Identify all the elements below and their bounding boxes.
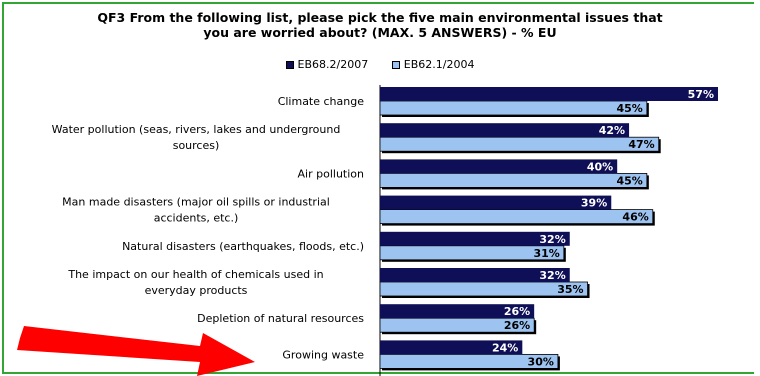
category-label: Water pollution (seas, rivers, lakes and…	[52, 123, 341, 136]
category-label: everyday products	[145, 284, 248, 297]
chart-title-line-2: you are worried about? (MAX. 5 ANSWERS) …	[203, 25, 557, 40]
data-label-2007: 26%	[504, 305, 530, 318]
bar-EB62.1/2004	[379, 209, 654, 225]
data-label-2007: 40%	[587, 160, 613, 173]
legend-label-2007: EB68.2/2007	[297, 58, 369, 71]
data-label-2007: 24%	[492, 341, 518, 354]
data-label-2004: 31%	[533, 247, 559, 260]
category-label: Man made disasters (major oil spills or …	[62, 196, 330, 209]
data-label-2007: 32%	[539, 269, 565, 282]
legend-swatch-2007	[285, 60, 294, 69]
data-label-2004: 35%	[557, 283, 583, 296]
bar-EB68.2/2007	[380, 87, 718, 101]
legend-swatch-2004	[391, 60, 400, 69]
chart-title: QF3 From the following list, please pick…	[0, 10, 760, 40]
bar-EB68.2/2007	[380, 159, 618, 174]
chart-legend: EB68.2/2007 EB62.1/2004	[0, 58, 760, 72]
data-label-2004: 45%	[616, 102, 642, 115]
data-label-2004: 30%	[528, 355, 554, 368]
category-label: Climate change	[278, 95, 365, 108]
category-label: The impact on our health of chemicals us…	[67, 268, 323, 281]
category-label: Air pollution	[298, 167, 364, 180]
category-label: Growing waste	[282, 348, 364, 361]
chart-title-line-1: QF3 From the following list, please pick…	[97, 10, 663, 25]
bar-EB68.2/2007	[380, 123, 630, 138]
legend-item-2007: EB68.2/2007	[285, 58, 369, 71]
bar-EB62.1/2004	[379, 172, 648, 188]
data-label-2004: 47%	[628, 138, 654, 151]
data-label-2007: 42%	[599, 124, 625, 137]
category-label: Depletion of natural resources	[197, 312, 364, 325]
legend-label-2004: EB62.1/2004	[403, 58, 475, 71]
data-label-2007: 39%	[581, 197, 607, 210]
bar-EB68.2/2007	[380, 340, 523, 355]
data-label-2004: 45%	[616, 174, 642, 187]
category-label: Natural disasters (earthquakes, floods, …	[122, 240, 364, 253]
bar-EB68.2/2007	[380, 195, 612, 210]
data-label-2007: 57%	[688, 88, 714, 101]
bar-EB68.2/2007	[380, 231, 570, 246]
bar-EB68.2/2007	[380, 268, 570, 282]
bar-EB68.2/2007	[380, 304, 535, 319]
data-label-2007: 32%	[539, 233, 565, 246]
bar-EB62.1/2004	[379, 136, 660, 152]
data-label-2004: 26%	[504, 319, 530, 332]
category-label: accidents, etc.)	[154, 212, 239, 225]
bar-EB62.1/2004	[379, 100, 648, 116]
data-label-2004: 46%	[622, 211, 648, 224]
annotation-arrow	[17, 326, 255, 376]
legend-item-2004: EB62.1/2004	[391, 58, 475, 71]
category-label: sources)	[173, 139, 220, 152]
